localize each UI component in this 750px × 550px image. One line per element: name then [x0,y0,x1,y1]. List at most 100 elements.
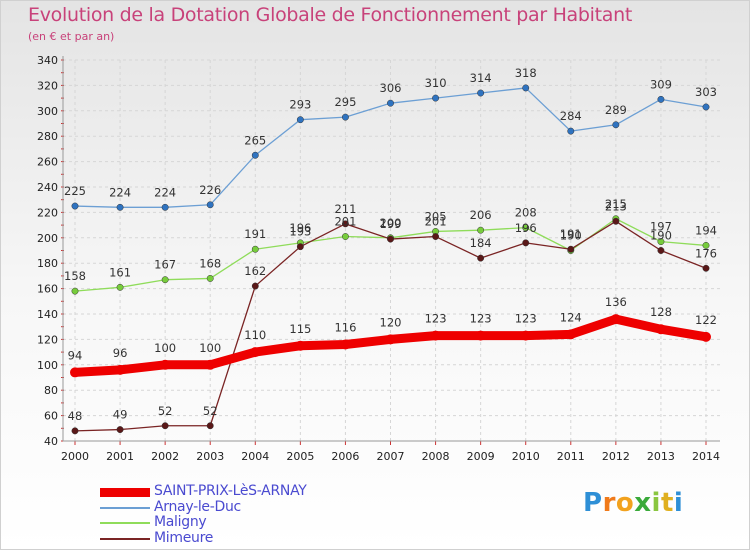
y-tick-label: 220 [37,206,58,219]
data-label: 193 [289,225,311,239]
data-label: 201 [334,215,356,229]
data-label: 49 [113,408,128,422]
data-label: 293 [289,98,311,112]
x-tick-label: 2007 [377,450,405,463]
x-tick-label: 2012 [602,450,630,463]
data-point [340,339,351,350]
chart-title: Evolution de la Dotation Globale de Fonc… [28,4,633,26]
data-point [522,224,530,232]
y-tick-label: 40 [44,435,58,448]
data-point [657,95,665,103]
plot-area [63,60,720,441]
data-label: 295 [334,95,356,109]
x-tick-label: 2005 [286,450,314,463]
data-label: 94 [68,348,83,362]
y-tick-label: 280 [37,130,58,143]
logo-letter: P [583,488,603,518]
data-label: 168 [199,256,221,270]
data-label: 191 [560,227,582,241]
data-point [567,127,575,135]
data-label: 115 [289,322,311,336]
data-label: 225 [64,184,86,198]
data-point [522,239,530,247]
data-point [387,99,394,107]
data-label: 201 [425,215,447,229]
data-label: 284 [560,109,582,123]
data-label: 123 [470,312,492,326]
data-label: 52 [158,404,173,418]
data-label: 190 [650,229,672,243]
data-label: 110 [244,328,266,342]
data-point [71,427,79,435]
data-point [251,151,259,159]
data-point [520,330,531,341]
data-point [205,359,216,370]
y-tick-label: 180 [37,257,58,270]
data-point [702,103,710,111]
data-point [385,334,396,345]
data-label: 128 [650,305,672,319]
data-point [71,202,79,210]
data-label: 120 [380,315,402,329]
legend-swatch [100,487,150,497]
x-tick-label: 2006 [331,450,359,463]
data-label: 48 [68,409,83,423]
data-label: 196 [515,221,537,235]
data-point [161,276,169,284]
data-label: 190 [560,229,582,243]
x-tick-label: 2001 [106,450,134,463]
data-label: 208 [515,206,537,220]
data-label: 289 [605,103,627,117]
data-point [657,238,665,246]
data-point [116,283,124,291]
data-point [432,94,440,102]
proxiti-logo: Proxiti [583,488,683,518]
logo-letter: t [660,488,674,518]
data-point [387,235,394,243]
y-tick-label: 60 [44,410,58,423]
data-label: 96 [113,346,128,360]
x-tick-label: 2003 [196,450,224,463]
data-point [341,113,349,121]
x-tick-label: 2002 [151,450,179,463]
legend-label: Maligny [154,514,207,530]
y-tick-label: 200 [37,232,58,245]
data-point [341,233,349,240]
data-point [251,245,259,253]
logo-letter: i [673,488,684,518]
data-label: 213 [605,199,627,213]
data-point [612,121,620,129]
chart-subtitle: (en € et par an) [28,30,115,43]
x-tick-label: 2014 [692,450,720,463]
data-label: 124 [560,310,582,324]
x-tick-label: 2004 [241,450,269,463]
data-point [522,84,530,92]
data-point [161,203,169,211]
legend-label: SAINT-PRIX-LèS-ARNAY [154,483,307,499]
data-point [250,347,261,358]
data-point [71,287,79,295]
data-label: 123 [425,312,447,326]
y-tick-label: 100 [37,359,58,372]
data-label: 199 [380,217,402,231]
data-point [475,330,486,341]
data-point [341,220,349,228]
data-label: 310 [425,76,447,90]
y-tick-label: 340 [37,54,58,67]
data-point [295,340,306,351]
logo-letter: i [651,488,661,518]
data-label: 136 [605,295,627,309]
data-label: 176 [695,246,717,260]
data-point [657,247,665,254]
data-label: 100 [199,341,221,355]
data-point [70,367,80,378]
data-point [206,422,214,430]
legend-swatch [100,537,150,540]
data-point [701,331,711,342]
data-point [655,324,666,335]
data-label: 200 [380,216,402,230]
data-label: 215 [605,197,627,211]
data-point [206,274,214,282]
data-label: 161 [109,265,131,279]
